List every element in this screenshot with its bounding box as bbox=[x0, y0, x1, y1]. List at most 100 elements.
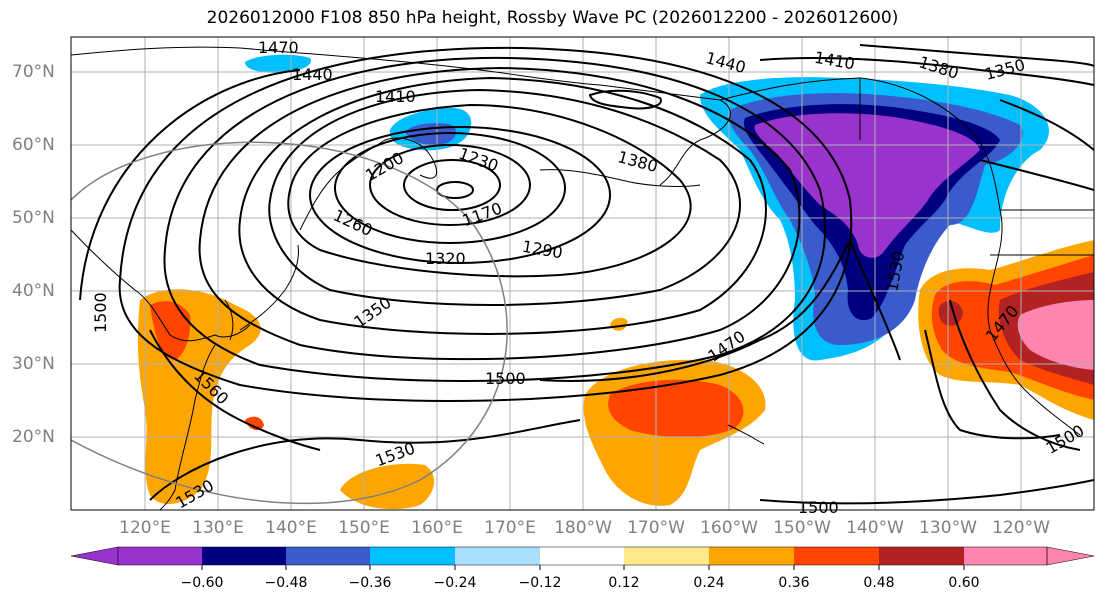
colorbar-extend-right bbox=[1046, 546, 1095, 566]
colorbar bbox=[70, 546, 1095, 570]
anomaly-red-central-pacific bbox=[608, 379, 744, 438]
contour-label: 1500 bbox=[485, 369, 526, 388]
lon-label: 150°E bbox=[338, 518, 390, 538]
contour-label: 1380 bbox=[917, 52, 962, 83]
anomaly-red-east-asia bbox=[150, 301, 191, 360]
lon-label: 140°W bbox=[846, 518, 904, 538]
lon-label: 120°E bbox=[119, 518, 171, 538]
coastline-korea bbox=[224, 299, 234, 341]
colorbar-swatch-darkred bbox=[879, 547, 964, 565]
colorbar-ticks bbox=[201, 565, 965, 570]
lat-label: 60°N bbox=[12, 135, 55, 155]
contour-label: 1350 bbox=[983, 55, 1027, 84]
lon-label: 120°W bbox=[992, 518, 1050, 538]
contour-1230 bbox=[369, 144, 531, 226]
great-circle-arc bbox=[71, 141, 508, 505]
contour-1560 bbox=[149, 329, 321, 451]
lat-label: 30°N bbox=[12, 354, 55, 374]
contour-1410-a bbox=[198, 66, 801, 361]
coastlines bbox=[71, 46, 1094, 510]
lon-label: 170°E bbox=[484, 518, 536, 538]
contour-east-1 bbox=[999, 99, 1094, 151]
colorbar-frame bbox=[117, 546, 1048, 566]
anomaly-purple-alaska bbox=[754, 113, 980, 258]
contour-label: 1320 bbox=[425, 249, 466, 268]
contour-1260 bbox=[334, 132, 566, 244]
lon-label: 150°W bbox=[773, 518, 831, 538]
contour-label: 1440 bbox=[704, 48, 748, 77]
contour-1320 bbox=[287, 103, 692, 278]
lat-label: 50°N bbox=[12, 208, 55, 228]
contour-low-northeast bbox=[588, 89, 662, 110]
contour-label: 1500 bbox=[1043, 421, 1088, 458]
colorbar-extend-left bbox=[70, 546, 119, 566]
contour-1440-a bbox=[163, 56, 827, 382]
lat-label: 40°N bbox=[12, 281, 55, 301]
colorbar-swatch-orange bbox=[709, 547, 794, 565]
anomaly-orange-small-pacific bbox=[610, 317, 628, 331]
map-frame bbox=[70, 36, 1095, 511]
colorbar-swatch-white bbox=[540, 547, 624, 565]
colorbar-swatch-purple bbox=[118, 547, 202, 565]
contour-label: 1170 bbox=[460, 199, 505, 231]
anomaly-red-east-asia-small bbox=[245, 416, 264, 431]
height-contours bbox=[79, 44, 1094, 505]
contour-south bbox=[759, 479, 1094, 505]
contour-1380-a bbox=[238, 76, 767, 335]
colorbar-tick-label: 0.48 bbox=[863, 575, 895, 591]
contour-north-1 bbox=[759, 57, 1094, 86]
coastline-west-us bbox=[987, 269, 1081, 436]
colorbar-swatch-blue bbox=[286, 547, 370, 565]
coastline-hawaii bbox=[727, 424, 765, 445]
anomaly-pink-west-us bbox=[1017, 300, 1094, 370]
contour-label: 1410 bbox=[375, 87, 416, 106]
contour-1500-a bbox=[79, 69, 851, 382]
contour-1470-a bbox=[118, 46, 853, 403]
colorbar-tick-label: −0.60 bbox=[180, 575, 224, 591]
lon-label: 180°W bbox=[554, 518, 612, 538]
colorbar-tick-label: −0.36 bbox=[348, 575, 392, 591]
contour-label: 1500 bbox=[91, 292, 110, 333]
lat-label: 70°N bbox=[12, 62, 55, 82]
contour-east-2 bbox=[979, 159, 1094, 191]
colorbar-tick-label: −0.12 bbox=[518, 575, 562, 591]
colorbar-swatch-lightblue bbox=[455, 547, 540, 565]
contour-label: 1230 bbox=[456, 144, 501, 176]
coastline-kamchatka bbox=[299, 137, 438, 231]
lon-label: 130°E bbox=[192, 518, 244, 538]
anomaly-light-blue-north bbox=[245, 54, 311, 73]
coastline-alaska bbox=[599, 77, 1003, 271]
colorbar-tick-label: −0.24 bbox=[433, 575, 477, 591]
positive-anomaly-shading bbox=[137, 240, 1094, 510]
colorbar-tick-label: 0.36 bbox=[778, 575, 810, 591]
coastline-siberia bbox=[71, 46, 601, 86]
contour-label: 1500 bbox=[798, 498, 839, 517]
lon-label: 170°W bbox=[627, 518, 685, 538]
contour-1530-a bbox=[149, 239, 901, 501]
contour-1200 bbox=[403, 159, 501, 211]
contour-label: 1470 bbox=[258, 38, 299, 57]
colorbar-swatch-lightyellow bbox=[624, 547, 709, 565]
colorbar-swatch-orangered bbox=[794, 547, 879, 565]
colorbar-tick-label: −0.48 bbox=[264, 575, 308, 591]
colorbar-tick-label: 0.24 bbox=[693, 575, 725, 591]
lon-label: 130°W bbox=[919, 518, 977, 538]
contour-1350 bbox=[268, 88, 741, 306]
colorbar-tick-label: 0.12 bbox=[608, 575, 640, 591]
contour-east-3 bbox=[949, 299, 1081, 451]
lon-label: 160°E bbox=[411, 518, 463, 538]
contour-label: 1410 bbox=[813, 48, 856, 74]
contour-label: 1380 bbox=[616, 147, 660, 176]
contour-label: 1290 bbox=[521, 237, 564, 263]
contour-label: 1440 bbox=[292, 65, 333, 84]
lon-label: 160°W bbox=[700, 518, 758, 538]
contour-label: 1200 bbox=[362, 148, 407, 185]
coastline-east-asia bbox=[71, 229, 251, 510]
anomaly-orange-south-central bbox=[340, 463, 435, 510]
coastline-japan bbox=[239, 244, 299, 331]
map-title: 2026012000 F108 850 hPa height, Rossby W… bbox=[206, 8, 899, 28]
colorbar-swatch-deepskyblue bbox=[370, 547, 455, 565]
gridlines bbox=[71, 37, 1094, 510]
colorbar-swatch-pink bbox=[964, 547, 1047, 565]
